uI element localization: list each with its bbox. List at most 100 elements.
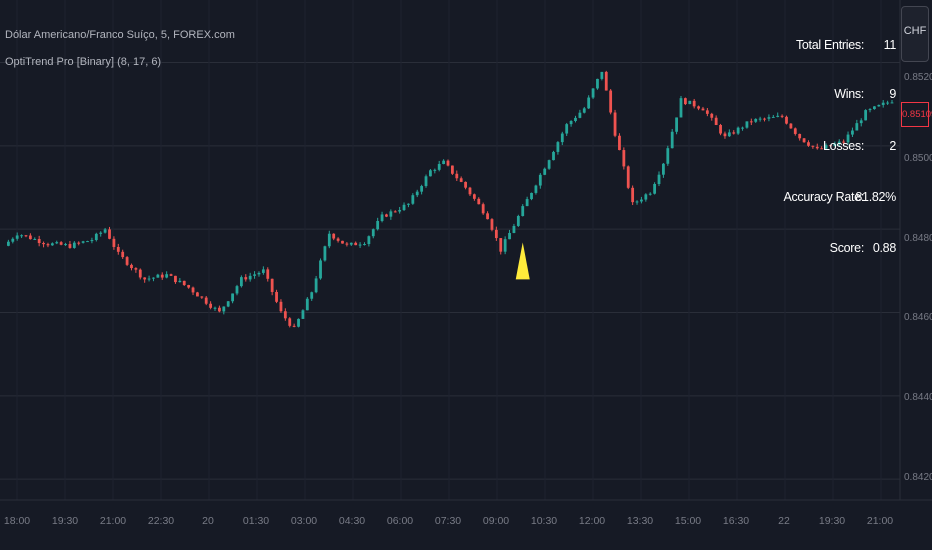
candle-down	[613, 112, 617, 136]
candle-down	[169, 274, 173, 276]
candle-down	[785, 116, 788, 124]
time-tick: 13:30	[626, 515, 654, 527]
time-tick: 03:00	[290, 515, 318, 527]
current-price-label: 0.85109	[901, 102, 932, 127]
candle-down	[116, 246, 120, 252]
candle-up	[582, 108, 586, 113]
candle-up	[851, 130, 854, 135]
time-tick: 20	[202, 515, 214, 527]
candle-down	[68, 244, 72, 248]
candle-up	[55, 242, 59, 244]
candle-up	[235, 286, 239, 294]
candle-up	[90, 240, 94, 242]
candle-up	[15, 235, 19, 239]
stat-wins: Wins: 9	[780, 87, 900, 107]
candle-up	[415, 191, 419, 196]
candle-down	[714, 117, 718, 126]
candle-up	[591, 88, 595, 98]
time-tick: 01:30	[242, 515, 270, 527]
candle-up	[376, 220, 380, 230]
candle-down	[719, 125, 722, 134]
candle-up	[727, 132, 731, 137]
candle-up	[319, 260, 322, 279]
candle-down	[108, 229, 111, 239]
candle-down	[829, 145, 832, 147]
candle-up	[653, 183, 657, 194]
candle-down	[354, 242, 358, 246]
candle-down	[336, 238, 340, 241]
candle-up	[402, 204, 406, 211]
candle-up	[50, 243, 54, 246]
candle-down	[490, 219, 494, 230]
candle-up	[152, 277, 155, 279]
candle-down	[749, 121, 753, 123]
candle-up	[437, 164, 441, 170]
candle-down	[780, 115, 784, 117]
candle-up	[367, 236, 371, 245]
candle-up	[380, 214, 384, 221]
candle-down	[622, 150, 626, 167]
candle-down	[609, 90, 613, 113]
candle-up	[226, 301, 230, 307]
candle-up	[429, 170, 432, 177]
candle-up	[771, 116, 775, 118]
candle-up	[64, 244, 67, 246]
candle-up	[6, 241, 10, 246]
candle-up	[736, 127, 740, 134]
candle-up	[587, 97, 591, 109]
indicator-title[interactable]: OptiTrend Pro [Binary] (8, 17, 6)	[5, 56, 162, 68]
candle-down	[811, 145, 815, 147]
candle-down	[763, 118, 766, 120]
stat-value: 2	[889, 139, 896, 153]
candle-up	[635, 201, 639, 203]
candle-up	[565, 124, 569, 134]
stat-value: 0.88	[872, 241, 896, 255]
candle-up	[560, 133, 564, 143]
candle-up	[758, 118, 762, 120]
candle-down	[820, 148, 824, 150]
candle-down	[499, 238, 503, 252]
stat-label: Wins:	[834, 87, 864, 101]
candle-up	[837, 141, 841, 144]
candle-down	[604, 71, 608, 91]
candle-down	[618, 135, 621, 151]
time-tick: 15:00	[674, 515, 702, 527]
candle-down	[815, 146, 819, 149]
candle-up	[81, 241, 85, 243]
candle-up	[675, 117, 678, 132]
candle-up	[305, 298, 309, 311]
candle-down	[279, 301, 283, 312]
candle-up	[877, 104, 881, 107]
candle-down	[121, 251, 125, 258]
candle-up	[754, 118, 758, 122]
candle-up	[165, 274, 169, 278]
candle-up	[508, 232, 511, 240]
candle-up	[156, 274, 160, 278]
candle-down	[631, 187, 635, 203]
candle-up	[644, 194, 648, 200]
symbol-title: Dólar Americano/Franco Suíço, 5, FOREX.c…	[5, 29, 235, 41]
candle-down	[182, 280, 186, 286]
candle-down	[807, 142, 810, 146]
candle-up	[688, 100, 692, 105]
candle-up	[596, 78, 599, 89]
stat-total-entries: Total Entries: 11	[780, 38, 900, 58]
stat-value: 9	[889, 87, 896, 101]
candle-down	[798, 133, 802, 139]
candle-up	[886, 102, 890, 104]
candle-up	[855, 123, 859, 131]
stat-accuracy-rate: Accuracy Rate: 81.82%	[780, 190, 900, 210]
candle-up	[363, 244, 366, 246]
currency-button[interactable]: CHF	[901, 6, 929, 62]
signals	[515, 242, 530, 280]
candle-down	[288, 318, 292, 326]
candle-down	[732, 132, 736, 134]
candle-up	[859, 120, 863, 124]
candle-up	[657, 174, 661, 184]
candle-down	[270, 278, 274, 292]
candle-up	[670, 131, 674, 149]
